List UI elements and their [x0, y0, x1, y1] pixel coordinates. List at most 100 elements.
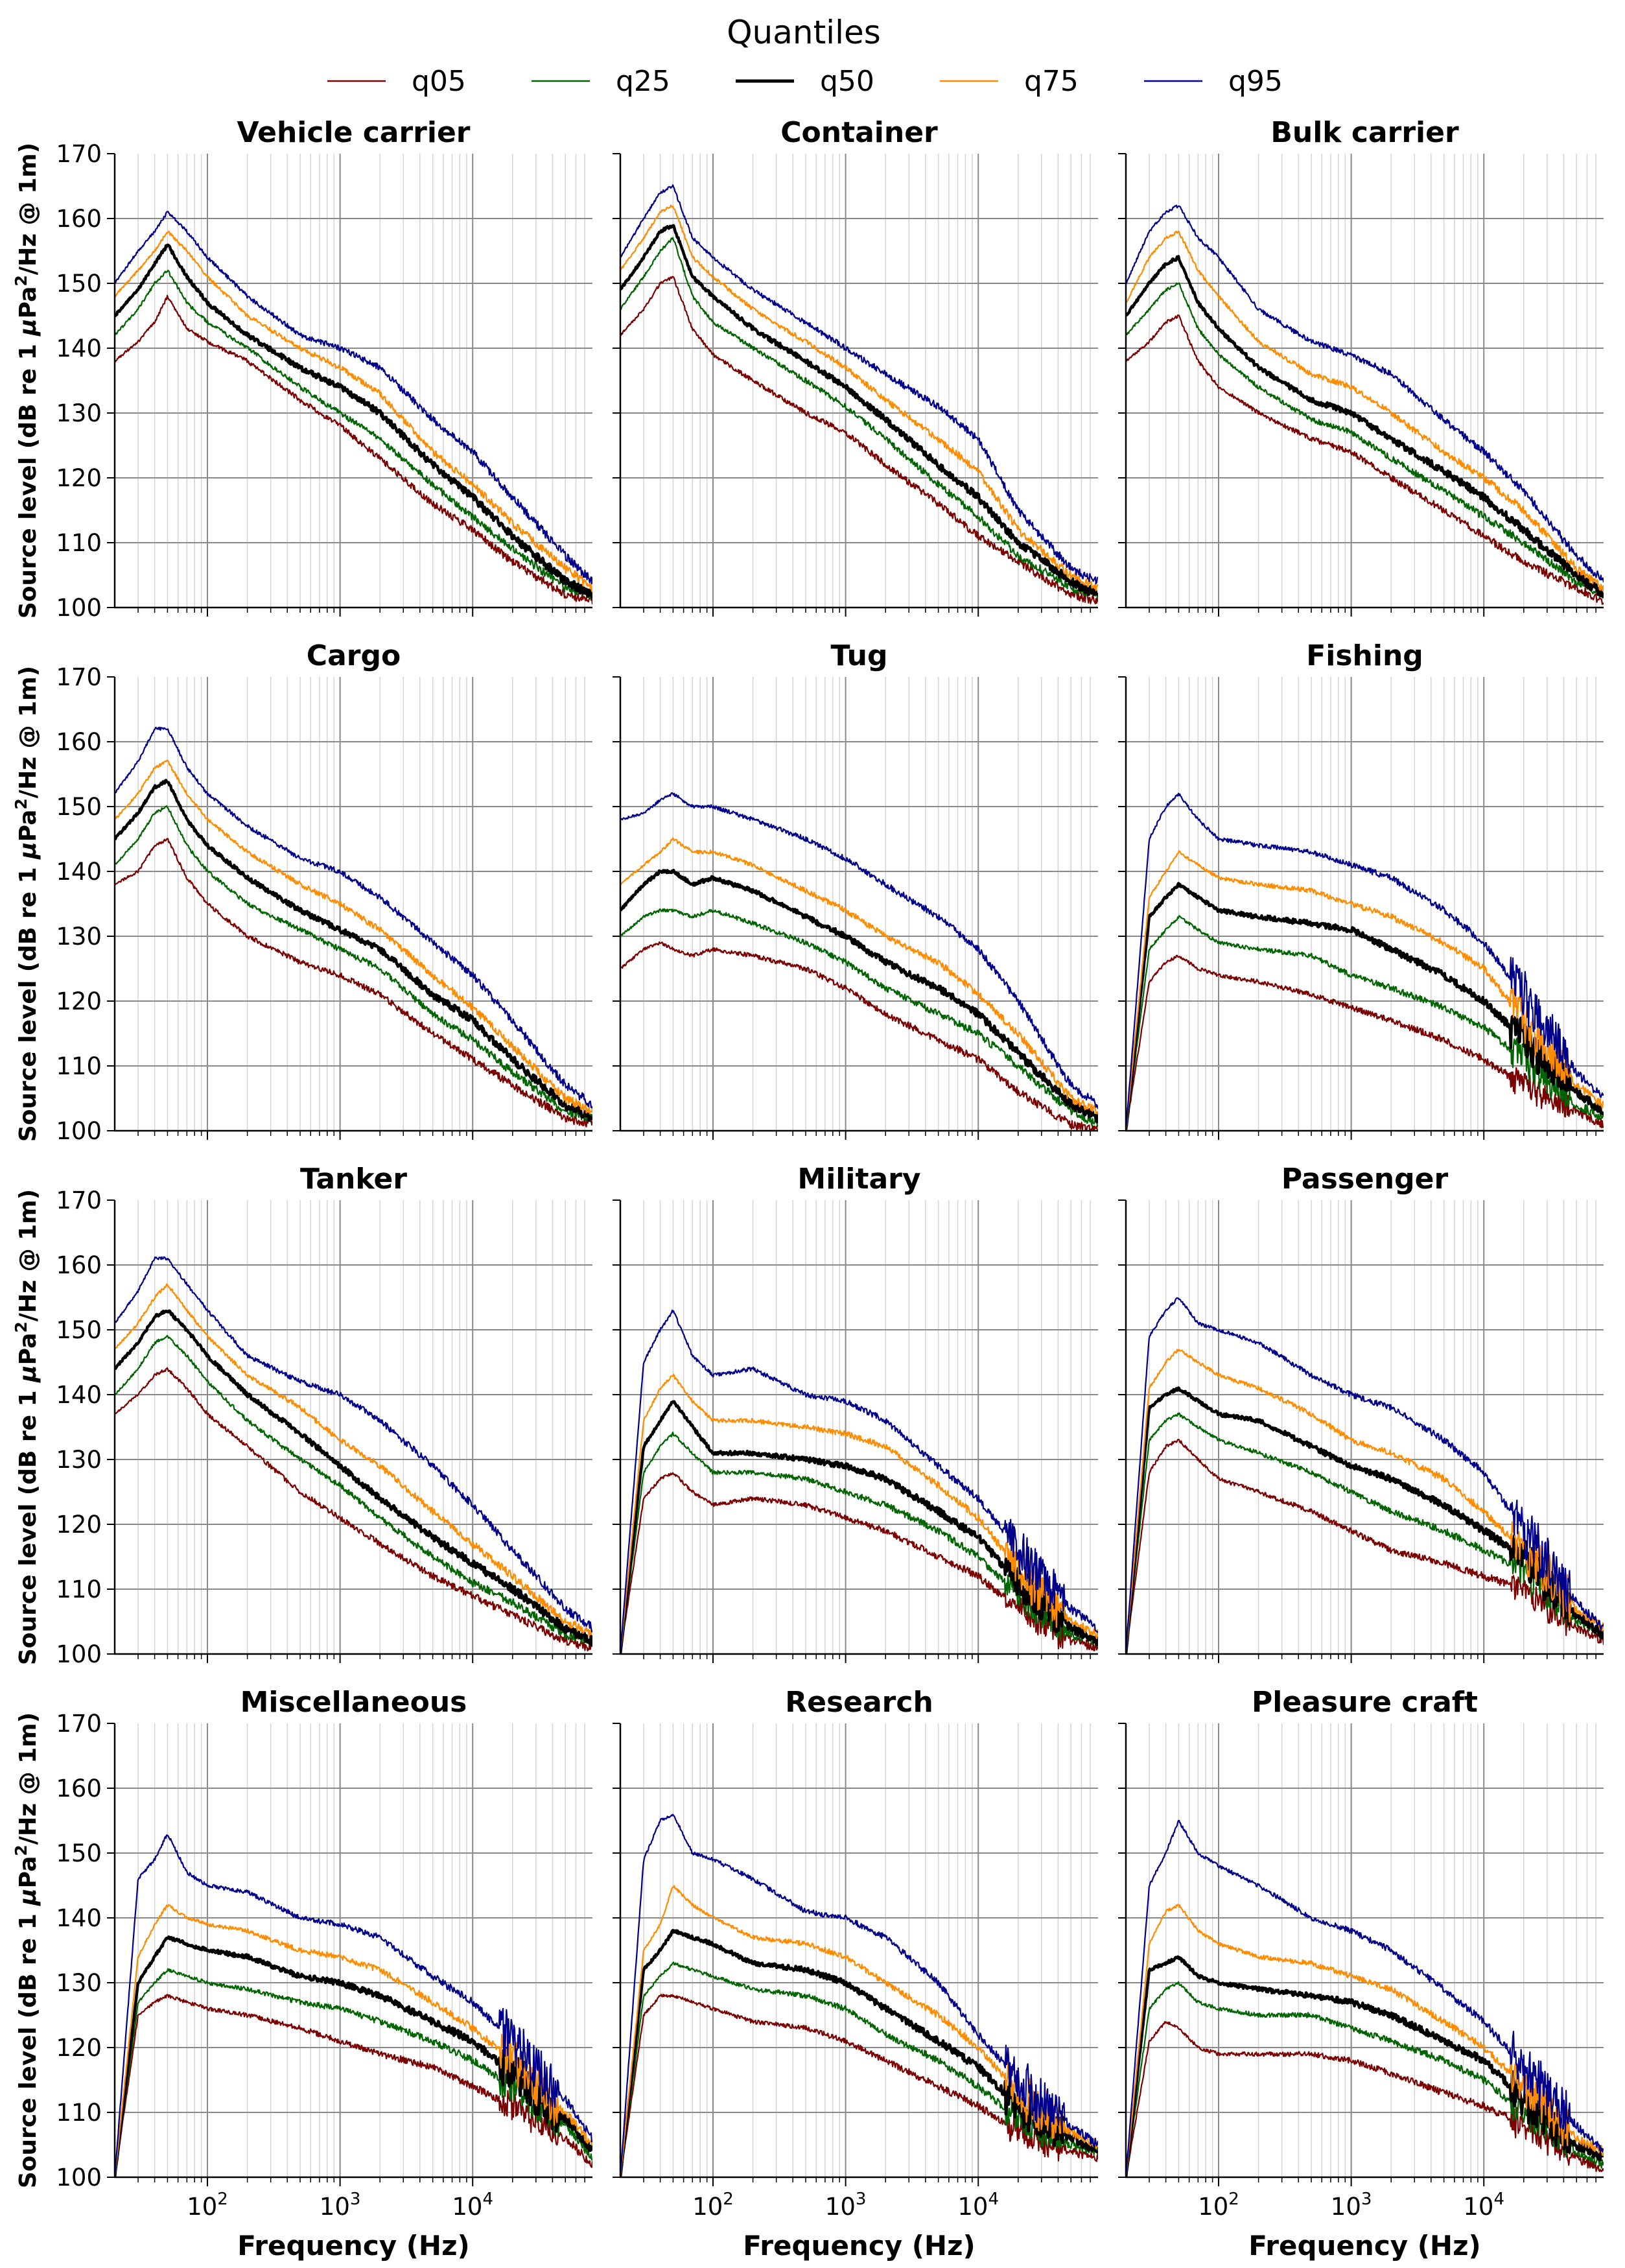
series-bulk-carrier: [1126, 204, 1604, 605]
y-axis-label: Source level (dB re 1 μPa2/Hz @ 1m): [12, 1712, 41, 2188]
x-tick-label: 104: [957, 2190, 999, 2221]
series-cargo: [115, 726, 592, 1128]
line-q95: [1126, 1297, 1604, 1654]
panel-cargo: 100 110 120 130 140 150 160 170 Cargo Source leve…: [12, 639, 592, 1145]
y-tick-label: 160: [56, 728, 102, 756]
panel-research: 102 103 104 Research Frequency (Hz): [613, 1686, 1098, 2262]
panel-title-tug: Tug: [831, 639, 888, 672]
line-q95: [115, 726, 592, 1109]
x-tick-label: 104: [1463, 2190, 1504, 2221]
y-tick-label: 110: [56, 1576, 102, 1603]
line-q75: [620, 204, 1098, 591]
series-miscellaneous: [115, 1834, 592, 2177]
line-q75: [115, 1283, 592, 1637]
panel-bulk-carrier: Bulk carrier: [1118, 116, 1604, 617]
y-tick-label: 110: [56, 529, 102, 557]
line-q25: [1126, 1981, 1604, 2177]
legend-entry-q25: q25: [532, 65, 670, 98]
y-tick-label: 160: [56, 1775, 102, 1802]
line-q95: [1126, 1819, 1604, 2177]
grid-pleasure-craft: [1126, 1723, 1604, 2177]
panel-tanker: 100 110 120 130 140 150 160 170 Tanker Source lev…: [12, 1163, 592, 1668]
series-tanker: [115, 1256, 592, 1652]
y-tick-label: 110: [56, 2099, 102, 2127]
y-tick-label: 160: [56, 205, 102, 233]
y-tick-label: 150: [56, 270, 102, 298]
panel-title-cargo: Cargo: [307, 639, 401, 672]
y-tick-label: 130: [56, 923, 102, 951]
y-tick-label: 120: [56, 464, 102, 492]
line-q75: [620, 837, 1098, 1115]
y-tick-label: 170: [56, 1710, 102, 1738]
y-tick-label: 120: [56, 1511, 102, 1539]
y-tick-label: 140: [56, 335, 102, 362]
legend-title: Quantiles: [727, 14, 881, 51]
x-tick-label: 103: [825, 2190, 867, 2221]
y-tick-label: 130: [56, 399, 102, 427]
series-fishing: [1126, 792, 1604, 1131]
legend-label-q25: q25: [616, 65, 670, 98]
grid-bulk-carrier: [1126, 154, 1604, 608]
line-q95: [115, 1256, 592, 1633]
line-q95: [1126, 204, 1604, 583]
series-container: [620, 184, 1098, 605]
line-q75: [620, 1885, 1098, 2177]
panel-title-container: Container: [780, 116, 938, 149]
y-tick-label: 120: [56, 987, 102, 1015]
line-q25: [115, 1334, 592, 1646]
line-q50: [115, 243, 592, 599]
series-passenger: [1126, 1297, 1604, 1654]
series-pleasure-craft: [1126, 1819, 1604, 2177]
y-tick-label: 140: [56, 1381, 102, 1409]
panel-fishing: Fishing: [1118, 639, 1604, 1140]
line-q50: [115, 1935, 592, 2177]
legend-label-q75: q75: [1024, 65, 1079, 98]
legend-entry-q95: q95: [1144, 65, 1283, 98]
line-q25: [1126, 1412, 1604, 1654]
line-q50: [1126, 255, 1604, 598]
x-tick-label: 103: [320, 2190, 361, 2221]
line-q75: [620, 1373, 1098, 1654]
legend-label-q95: q95: [1228, 65, 1283, 98]
line-q95: [115, 1834, 592, 2177]
legend-entry-q75: q75: [940, 65, 1079, 98]
legend-label-q50: q50: [820, 65, 874, 98]
panel-military: Military: [613, 1163, 1098, 1663]
line-q50: [1126, 1955, 1604, 2177]
line-q05: [1126, 2021, 1604, 2177]
line-q05: [1126, 1439, 1604, 1654]
line-q05: [1126, 314, 1604, 605]
x-tick-label: 102: [692, 2190, 734, 2221]
panel-title-vehicle-carrier: Vehicle carrier: [237, 116, 470, 149]
line-q75: [1126, 230, 1604, 593]
legend-entry-q50: q50: [736, 65, 874, 98]
line-q95: [620, 1309, 1098, 1654]
y-tick-label: 150: [56, 1316, 102, 1344]
x-axis-label: Frequency (Hz): [743, 2230, 975, 2262]
line-q50: [620, 868, 1098, 1124]
panel-title-passenger: Passenger: [1281, 1163, 1449, 1196]
y-tick-label: 170: [56, 140, 102, 168]
y-tick-label: 100: [56, 1640, 102, 1668]
line-q05: [115, 838, 592, 1128]
y-tick-label: 100: [56, 594, 102, 622]
line-q95: [620, 184, 1098, 585]
line-q25: [1126, 282, 1604, 598]
line-q95: [620, 1813, 1098, 2177]
y-tick-label: 170: [56, 1187, 102, 1214]
grid-passenger: [1126, 1200, 1604, 1654]
y-tick-label: 130: [56, 1969, 102, 1997]
line-q75: [115, 230, 592, 592]
line-q95: [115, 211, 592, 585]
legend-label-q05: q05: [412, 65, 466, 98]
line-q05: [620, 276, 1098, 605]
panel-pleasure-craft: 102 103 104 Pleasure craft Frequency (Hz): [1118, 1686, 1604, 2262]
y-tick-label: 150: [56, 1839, 102, 1867]
y-tick-label: 160: [56, 1251, 102, 1279]
series-vehicle-carrier: [115, 211, 592, 605]
y-tick-label: 100: [56, 2164, 102, 2191]
panel-title-pleasure-craft: Pleasure craft: [1252, 1686, 1478, 1719]
y-axis-label: Source level (dB re 1 μPa2/Hz @ 1m): [12, 143, 41, 619]
line-q50: [620, 224, 1098, 597]
